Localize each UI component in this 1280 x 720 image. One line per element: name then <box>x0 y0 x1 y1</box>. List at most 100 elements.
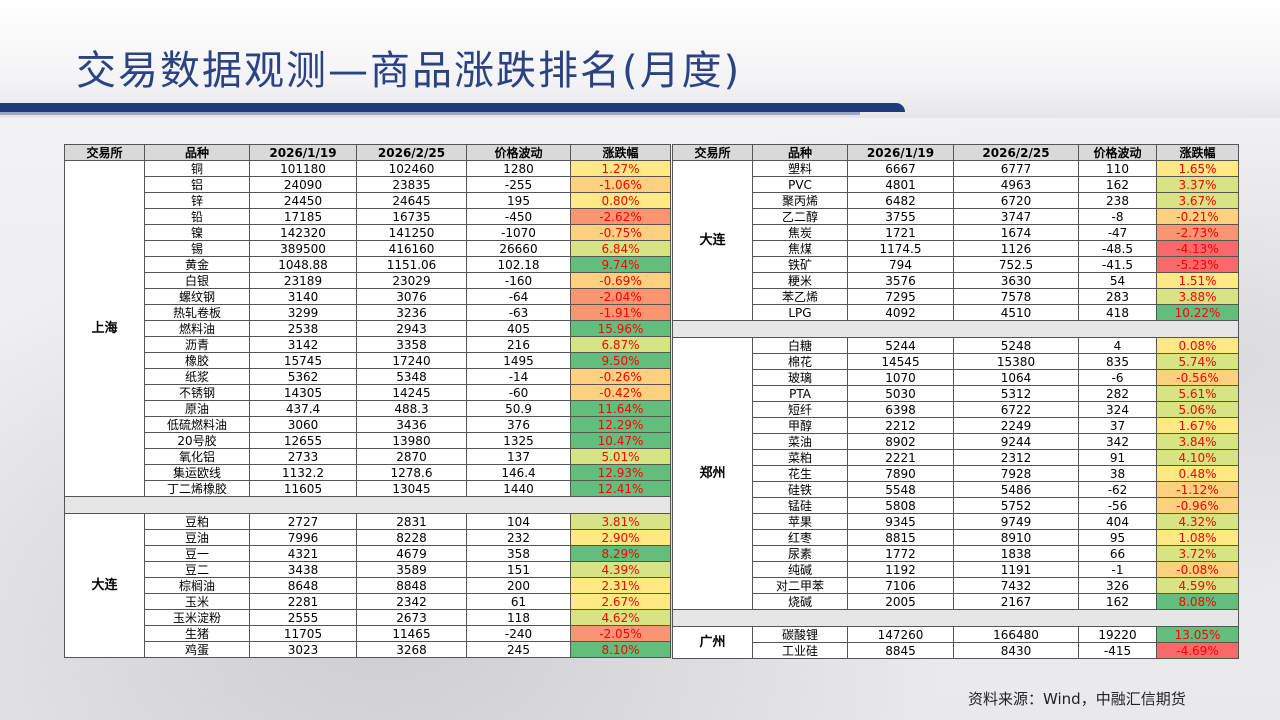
commodity-cell: 粳米 <box>752 272 848 289</box>
price-end-cell: 141250 <box>356 224 467 241</box>
price-end-cell: 5348 <box>356 368 467 385</box>
price-end-cell: 4679 <box>356 545 467 562</box>
price-change-cell: 1280 <box>466 160 571 177</box>
commodity-cell: 氧化铝 <box>144 448 250 465</box>
pct-change-cell: 2.90% <box>570 529 671 546</box>
commodity-cell: 铜 <box>144 160 250 177</box>
commodity-cell: 低硫燃料油 <box>144 416 250 433</box>
table-row: 豆油 7996 8228 232 2.90% <box>65 529 671 546</box>
table-row: 纯碱 1192 1191 -1 -0.08% <box>673 561 1239 578</box>
pct-change-cell: -2.62% <box>570 208 671 225</box>
price-end-cell: 11465 <box>356 625 467 642</box>
commodity-cell: 焦炭 <box>752 224 848 241</box>
table-row: 橡胶 15745 17240 1495 9.50% <box>65 352 671 369</box>
commodity-cell: 锰硅 <box>752 497 848 514</box>
pct-change-cell: 1.27% <box>570 160 671 177</box>
price-start-cell: 2555 <box>249 609 357 626</box>
table-row: 棕榈油 8648 8848 200 2.31% <box>65 577 671 594</box>
table-row: 玉米淀粉 2555 2673 118 4.62% <box>65 609 671 626</box>
price-end-cell: 6720 <box>953 192 1079 209</box>
price-end-cell: 8848 <box>356 577 467 594</box>
table-row: 菜油 8902 9244 342 3.84% <box>673 433 1239 450</box>
table-row: 纸浆 5362 5348 -14 -0.26% <box>65 368 671 385</box>
price-start-cell: 8902 <box>847 433 954 450</box>
price-start-cell: 437.4 <box>249 400 357 417</box>
pct-change-cell: 4.32% <box>1156 513 1239 530</box>
price-change-cell: 110 <box>1078 160 1157 177</box>
price-end-cell: 2943 <box>356 320 467 337</box>
price-change-cell: 405 <box>466 320 571 337</box>
price-end-cell: 1064 <box>953 369 1079 386</box>
pct-change-cell: -5.23% <box>1156 256 1239 273</box>
price-start-cell: 7106 <box>847 577 954 594</box>
commodity-cell: 玉米 <box>144 593 250 610</box>
pct-change-cell: -0.42% <box>570 384 671 401</box>
price-end-cell: 3630 <box>953 272 1079 289</box>
price-end-cell: 1674 <box>953 224 1079 241</box>
price-change-cell: 104 <box>466 513 571 530</box>
price-start-cell: 2281 <box>249 593 357 610</box>
price-end-cell: 1191 <box>953 561 1079 578</box>
price-change-cell: 4 <box>1078 337 1157 354</box>
price-end-cell: 23029 <box>356 272 467 289</box>
pct-change-cell: 0.08% <box>1156 337 1239 354</box>
price-change-cell: 283 <box>1078 288 1157 305</box>
table-row: 铅 17185 16735 -450 -2.62% <box>65 208 671 225</box>
table-row: 上海铜 101180 102460 1280 1.27% <box>64 160 671 497</box>
table-row: 鸡蛋 3023 3268 245 8.10% <box>65 641 671 658</box>
title-underline-thin <box>0 112 860 115</box>
commodity-cell: 丁二烯橡胶 <box>144 480 250 497</box>
commodity-cell: 菜粕 <box>752 449 848 466</box>
price-change-cell: 404 <box>1078 513 1157 530</box>
separator-cell <box>672 320 1239 338</box>
table-row: PVC 4801 4963 162 3.37% <box>673 176 1239 193</box>
price-start-cell: 23189 <box>249 272 357 289</box>
price-change-cell: -47 <box>1078 224 1157 241</box>
table-row: 乙二醇 3755 3747 -8 -0.21% <box>673 208 1239 225</box>
pct-change-cell: 1.08% <box>1156 529 1239 546</box>
title-band <box>0 0 1280 118</box>
price-change-cell: 232 <box>466 529 571 546</box>
pct-change-cell: -2.04% <box>570 288 671 305</box>
table-row: 锡 389500 416160 26660 6.84% <box>65 240 671 257</box>
group-separator <box>672 320 1239 338</box>
price-end-cell: 13045 <box>356 480 467 497</box>
price-start-cell: 2727 <box>249 513 357 530</box>
pct-change-cell: 1.67% <box>1156 417 1239 434</box>
price-change-cell: -64 <box>466 288 571 305</box>
pct-change-cell: 10.22% <box>1156 304 1239 321</box>
price-start-cell: 3576 <box>847 272 954 289</box>
price-start-cell: 3060 <box>249 416 357 433</box>
table-row: 玉米 2281 2342 61 2.67% <box>65 593 671 610</box>
price-start-cell: 142320 <box>249 224 357 241</box>
pct-change-cell: 8.10% <box>570 641 671 658</box>
commodity-cell: 纯碱 <box>752 561 848 578</box>
price-change-cell: 324 <box>1078 401 1157 418</box>
pct-change-cell: 5.61% <box>1156 385 1239 402</box>
price-start-cell: 17185 <box>249 208 357 225</box>
commodity-cell: 螺纹钢 <box>144 288 250 305</box>
commodity-cell: 热轧卷板 <box>144 304 250 321</box>
price-end-cell: 3236 <box>356 304 467 321</box>
price-end-cell: 13980 <box>356 432 467 449</box>
price-change-cell: 66 <box>1078 545 1157 562</box>
column-header: 品种 <box>144 144 250 161</box>
price-end-cell: 102460 <box>356 160 467 177</box>
commodity-cell: 锌 <box>144 192 250 209</box>
pct-change-cell: 11.64% <box>570 400 671 417</box>
column-header: 交易所 <box>672 144 753 161</box>
price-end-cell: 2312 <box>953 449 1079 466</box>
price-start-cell: 11705 <box>249 625 357 642</box>
price-end-cell: 2870 <box>356 448 467 465</box>
pct-change-cell: 5.74% <box>1156 353 1239 370</box>
column-header: 2026/1/19 <box>249 144 357 161</box>
price-end-cell: 2342 <box>356 593 467 610</box>
table-row: 焦煤 1174.5 1126 -48.5 -4.13% <box>673 240 1239 257</box>
price-end-cell: 14245 <box>356 384 467 401</box>
table-row: 低硫燃料油 3060 3436 376 12.29% <box>65 416 671 433</box>
pct-change-cell: -0.21% <box>1156 208 1239 225</box>
price-end-cell: 3747 <box>953 208 1079 225</box>
price-end-cell: 15380 <box>953 353 1079 370</box>
price-start-cell: 8845 <box>847 642 954 659</box>
table-row: 沥青 3142 3358 216 6.87% <box>65 336 671 353</box>
